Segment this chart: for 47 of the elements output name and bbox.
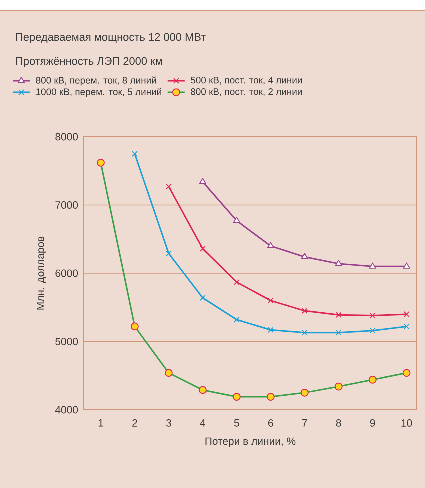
y-tick-label: 5000 (56, 338, 78, 346)
legend-label: 800 кВ, перем. ток, 8 линий (36, 76, 156, 86)
x-tick-label: 3 (166, 420, 172, 427)
point (200, 246, 206, 252)
chart-title: Передаваемая мощность 12 000 МВт (16, 33, 206, 44)
y-tick-label: 4000 (55, 406, 78, 414)
point (166, 250, 172, 257)
point (234, 279, 240, 286)
x-tick-label: 6 (268, 420, 274, 427)
x-tick-label: 2 (132, 420, 138, 427)
point (302, 308, 308, 314)
chart-subtitle: Протяжённость ЛЭП 2000 км (16, 57, 162, 68)
legend-label: 500 кВ, пост. ток, 4 линии (191, 76, 302, 85)
point (404, 324, 410, 330)
y-tick-label: 7000 (56, 202, 78, 209)
point (234, 316, 240, 323)
x-tick-label: 9 (370, 420, 376, 427)
point (200, 295, 206, 301)
point (199, 178, 206, 184)
point (267, 242, 274, 248)
point (370, 328, 376, 334)
y-tick-label: 6000 (56, 270, 78, 278)
x-tick-label: 8 (336, 420, 342, 427)
point (268, 327, 274, 334)
point (233, 216, 240, 224)
point (404, 312, 410, 318)
x-tick-label: 5 (234, 420, 240, 427)
point (369, 262, 376, 269)
x-tick-label: 10 (402, 420, 412, 427)
point (132, 151, 138, 157)
point (302, 330, 308, 336)
point (370, 312, 376, 319)
x-tick-label: 1 (98, 420, 104, 427)
legend-label: 1000 кВ, перем. ток, 5 линий (36, 88, 162, 98)
x-tick-label: 4 (200, 420, 206, 427)
legend-label: 800 кВ, пост. ток, 2 линии (191, 88, 302, 96)
point (336, 330, 342, 336)
x-axis-title: Потери в линии, % (206, 438, 296, 448)
point (403, 262, 410, 269)
point (336, 312, 342, 318)
point (301, 253, 308, 260)
x-tick-label: 7 (302, 420, 308, 427)
point (268, 298, 274, 304)
y-tick-label: 8000 (56, 133, 78, 141)
point (335, 260, 342, 266)
point (166, 184, 172, 190)
y-axis-title: Млн. долларов (37, 236, 46, 310)
